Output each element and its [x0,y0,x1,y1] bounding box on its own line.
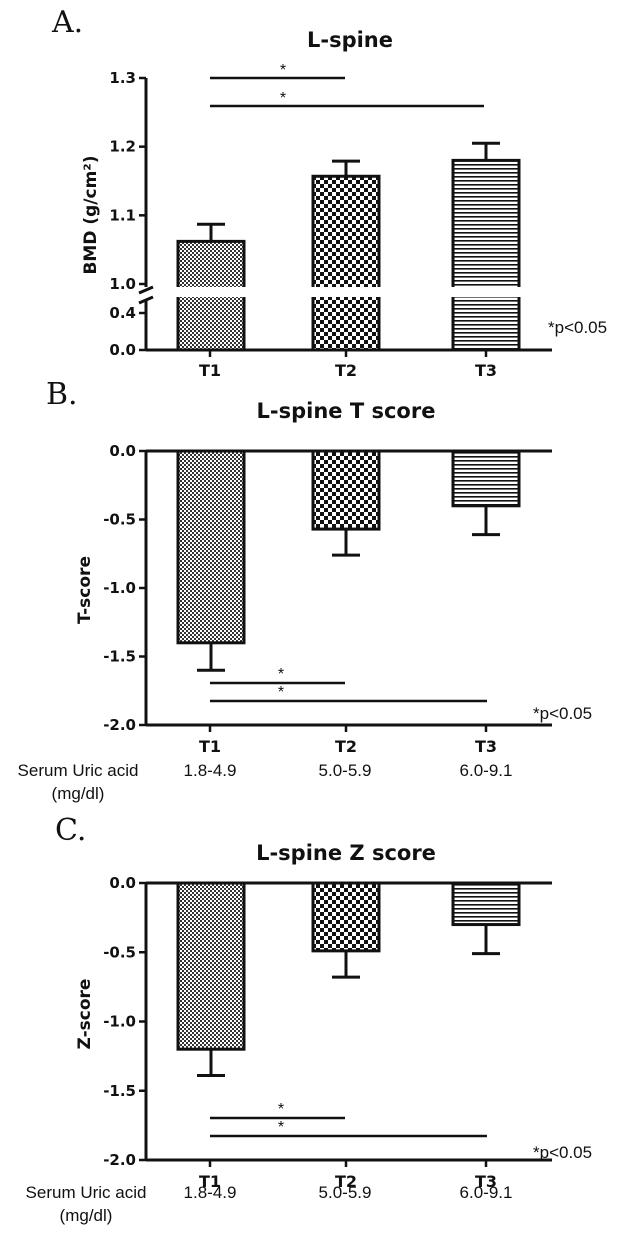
row-label-c-line2: (mg/dl) [60,1206,113,1225]
y-tick-label-a: 1.0 [109,275,136,293]
y-tick-label-pc: -0.5 [103,943,136,961]
significance-a: ** [210,62,484,108]
panel-letter-c: C. [55,813,86,848]
bars-b [176,449,521,672]
y-tick-label-a: 1.3 [109,69,136,87]
y-axis-label-b: T-score [75,556,95,624]
x-tick-label-pb-T1: T1 [199,737,221,756]
sig-star-pb-T1-T3: * [278,684,284,701]
range-c-t2: 5.0-5.9 [319,1183,372,1202]
bar-pc-T3 [451,881,521,927]
p-note-a: *p<0.05 [548,318,607,337]
bar-pb-T2 [311,449,381,531]
range-c-t3: 6.0-9.1 [460,1183,513,1202]
x-tick-label-a-T1: T1 [199,361,221,380]
chart-title-c: L-spine Z score [256,841,436,865]
x-tick-label-a-T3: T3 [475,361,497,380]
x-tick-label-pb-T2: T2 [335,737,357,756]
panel-letter-b: B. [46,377,78,412]
panel-c: C. L-spine Z score Z-score 0.0 -0.5 -1.0 -1… [26,813,593,1225]
y-tick-label-a: 0.4 [109,304,136,322]
bar-a-lower-T2 [313,297,379,350]
bars-a [176,141,521,352]
sig-star-pc-T1-T3: * [278,1119,284,1136]
y-tick-label-a: 1.2 [109,138,136,156]
chart-title-b: L-spine T score [257,399,436,423]
y-tick-label-pc: -2.0 [103,1151,136,1169]
significance-c: ** [210,1101,487,1138]
bar-a-upper-T3 [453,160,519,287]
sig-star-a-T1-T2: * [280,62,286,79]
range-b-t3: 6.0-9.1 [460,761,513,780]
range-c-t1: 1.8-4.9 [184,1183,237,1202]
bar-pc-T1 [176,881,246,1051]
bar-a-lower-T3 [453,297,519,350]
bar-pb-T3 [451,449,521,508]
y-tick-label-pb: -2.0 [103,716,136,734]
y-tick-label-pc: 0.0 [109,874,136,892]
sig-star-pb-T1-T2: * [278,666,284,683]
bar-a-upper-T1 [178,241,244,287]
x-tick-label-pc-T1: T1 [199,1172,221,1191]
x-tick-label-a-T2: T2 [335,361,357,380]
range-b-t1: 1.8-4.9 [184,761,237,780]
panel-letter-a: A. [51,5,83,40]
axis-break-mark-a1 [138,285,154,295]
y-tick-label-pc: -1.0 [103,1013,136,1031]
panel-a: A. L-spine BMD (g/cm²) 1.3 1.2 1.1 1.0 0.4 0.… [51,5,607,380]
range-b-t2: 5.0-5.9 [319,761,372,780]
y-tick-label-a: 1.1 [109,206,136,224]
x-ticks-a: T1 T2 T3 [199,350,497,380]
bar-a-lower-T1 [178,297,244,350]
y-tick-label-pb: 0.0 [109,442,136,460]
x-tick-label-pc-T3: T3 [475,1172,497,1191]
bar-pc-T2 [311,881,381,953]
bars-c [176,881,521,1078]
bar-pb-T1 [176,449,246,645]
y-axis-label-a: BMD (g/cm²) [81,155,101,274]
row-label-b-line1: Serum Uric acid [18,761,139,780]
sig-star-a-T1-T3: * [280,90,286,107]
panel-b: B. L-spine T score T-score 0.0 -0.5 -1.0 -1… [18,377,593,803]
row-label-c-line1: Serum Uric acid [26,1183,147,1202]
y-tick-label-pb: -0.5 [103,511,136,529]
bar-a-upper-T2 [313,176,379,287]
y-tick-label-pb: -1.0 [103,579,136,597]
chart-title-a: L-spine [307,28,393,52]
y-tick-label-pc: -1.5 [103,1082,136,1100]
p-note-b: *p<0.05 [533,704,592,723]
axis-break-mark-a2 [138,295,154,305]
significance-b: ** [210,666,487,703]
x-ticks-b: T1 T2 T3 [199,725,497,756]
p-note-c: *p<0.05 [533,1143,592,1162]
y-tick-label-a: 0.0 [109,341,136,359]
y-tick-label-pb: -1.5 [103,648,136,666]
x-ticks-c: T1 T2 T3 [199,1160,497,1191]
x-tick-label-pc-T2: T2 [335,1172,357,1191]
x-tick-label-pb-T3: T3 [475,737,497,756]
sig-star-pc-T1-T2: * [278,1101,284,1118]
row-label-b-line2: (mg/dl) [52,784,105,803]
y-axis-label-c: Z-score [75,979,95,1050]
